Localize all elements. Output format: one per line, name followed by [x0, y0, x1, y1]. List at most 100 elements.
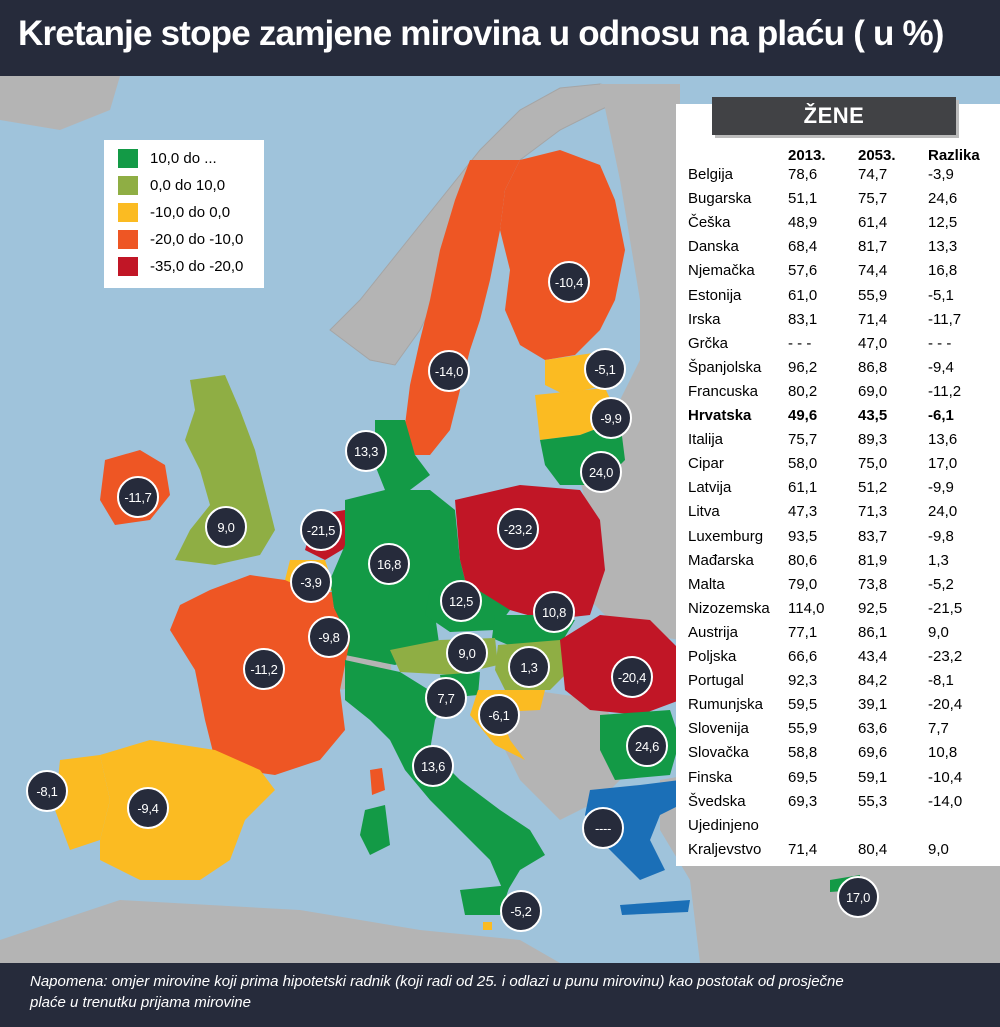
value-2013-cell: 61,0 — [788, 286, 818, 304]
difference-cell: -5,1 — [928, 286, 954, 304]
value-2013-cell: 77,1 — [788, 623, 818, 641]
difference-cell: 10,8 — [928, 744, 958, 762]
map-label-uk: 9,0 — [205, 506, 247, 548]
footnote: Napomena: omjer mirovine koji prima hipo… — [30, 973, 844, 1011]
country-cell: Estonija — [688, 286, 742, 304]
country-cell: Bugarska — [688, 190, 752, 208]
legend-label: 0,0 do 10,0 — [150, 177, 226, 194]
table-row: Ujedinjeno — [688, 817, 998, 841]
value-2053-cell: 92,5 — [858, 599, 888, 617]
country-cell: Kraljevstvo — [688, 840, 762, 858]
difference-cell: -6,1 — [928, 407, 954, 424]
country-cell: Njemačka — [688, 262, 755, 280]
difference-cell: -9,4 — [928, 358, 954, 376]
value-2053-cell: 73,8 — [858, 575, 888, 593]
difference-cell: -11,7 — [928, 310, 962, 328]
legend-swatch — [118, 230, 138, 249]
table-panel — [676, 104, 1000, 866]
country-cell: Austrija — [688, 623, 739, 641]
value-2013-cell: 68,4 — [788, 238, 818, 256]
value-2053-cell: 83,7 — [858, 527, 888, 545]
value-2053-cell: 75,0 — [858, 455, 888, 473]
value-2013-cell: 114,0 — [788, 599, 825, 617]
country-cell: Finska — [688, 768, 733, 786]
map-label-austria: 9,0 — [446, 632, 488, 674]
table-row: Malta 79,0 73,8 -5,2 — [688, 576, 998, 600]
difference-cell: - - - — [928, 334, 952, 352]
value-2013-cell: 58,8 — [788, 744, 818, 762]
legend-label: -35,0 do -20,0 — [150, 258, 244, 275]
region-portugal — [55, 755, 110, 850]
map-label-estonia: -5,1 — [584, 348, 626, 390]
value-2013-cell: 47,3 — [788, 503, 818, 521]
country-cell: Grčka — [688, 334, 729, 352]
region-uk — [175, 375, 275, 565]
value-2013-cell: 66,6 — [788, 648, 818, 665]
region-spain — [100, 740, 275, 880]
map-label-greece: ---- — [582, 807, 624, 849]
map-label-slovenia: 7,7 — [425, 677, 467, 719]
map-legend: 10,0 do ... 0,0 do 10,0 -10,0 do 0,0 -20… — [104, 140, 264, 288]
value-2013-cell: 57,6 — [788, 262, 818, 280]
region-crete — [620, 900, 690, 915]
difference-cell: -20,4 — [928, 696, 963, 714]
difference-cell: -11,2 — [928, 382, 962, 400]
difference-cell: 24,0 — [928, 503, 958, 521]
value-2013-cell: 71,4 — [788, 840, 818, 858]
country-cell: Luxemburg — [688, 527, 764, 545]
table-row: Španjolska 96,2 86,8 -9,4 — [688, 359, 998, 383]
table-row: Belgija 78,6 74,7 -3,9 — [688, 166, 998, 190]
value-2053-cell: 74,7 — [858, 166, 888, 183]
region-malta — [483, 922, 492, 930]
value-2013-cell: 51,1 — [788, 190, 818, 208]
legend-swatch — [118, 257, 138, 276]
country-cell: Poljska — [688, 648, 737, 665]
column-header-razlika: Razlika — [928, 147, 980, 164]
land-africa — [0, 900, 560, 963]
region-denmark — [375, 420, 430, 490]
land-belarus-ukraine — [580, 470, 680, 640]
value-2053-cell: 81,9 — [858, 551, 888, 569]
table-row: Grčka - - - 47,0 - - - — [688, 335, 998, 359]
page-title: Kretanje stope zamjene mirovina u odnosu… — [18, 14, 944, 53]
map-label-italy: 13,6 — [412, 745, 454, 787]
table-row: Cipar 58,0 75,0 17,0 — [688, 455, 998, 479]
difference-cell: 24,6 — [928, 190, 958, 208]
value-2013-cell: 49,6 — [788, 407, 818, 424]
value-2013-cell: 48,9 — [788, 214, 818, 232]
difference-cell: -9,9 — [928, 479, 954, 497]
country-cell: Švedska — [688, 792, 746, 810]
map-label-latvia: -9,9 — [590, 397, 632, 439]
country-cell: Slovačka — [688, 744, 749, 762]
country-cell: Latvija — [688, 479, 732, 497]
map-label-slovakia: 10,8 — [533, 591, 575, 633]
value-2013-cell: 80,2 — [788, 382, 818, 400]
map-label-portugal: -8,1 — [26, 770, 68, 812]
table-row: Estonija 61,0 55,9 -5,1 — [688, 287, 998, 311]
value-2053-cell: 84,2 — [858, 672, 888, 690]
region-corsica — [370, 768, 385, 795]
map-label-germany: 16,8 — [368, 543, 410, 585]
value-2013-cell: 55,9 — [788, 720, 818, 738]
map-label-denmark: 13,3 — [345, 430, 387, 472]
legend-label: -10,0 do 0,0 — [150, 204, 231, 221]
value-2053-cell: 43,4 — [858, 648, 888, 665]
column-header-2053: 2053. — [858, 147, 896, 164]
country-cell: Portugal — [688, 672, 744, 690]
country-cell: Češka — [688, 214, 731, 232]
difference-cell: 7,7 — [928, 720, 949, 738]
difference-cell: -9,8 — [928, 527, 954, 545]
map-label-finland: -10,4 — [548, 261, 590, 303]
table-row: Nizozemska 114,0 92,5 -21,5 — [688, 600, 998, 624]
value-2053-cell: 71,3 — [858, 503, 888, 521]
value-2053-cell: 55,3 — [858, 792, 888, 810]
country-cell: Slovenija — [688, 720, 749, 738]
table-row: Slovenija 55,9 63,6 7,7 — [688, 720, 998, 744]
table-row: Italija 75,7 89,3 13,6 — [688, 431, 998, 455]
map-label-ireland: -11,7 — [117, 476, 159, 518]
value-2013-cell: 59,5 — [788, 696, 818, 714]
country-cell: Francuska — [688, 382, 759, 400]
value-2013-cell: 80,6 — [788, 551, 818, 569]
land-iceland — [0, 76, 120, 130]
country-cell: Danska — [688, 238, 739, 256]
